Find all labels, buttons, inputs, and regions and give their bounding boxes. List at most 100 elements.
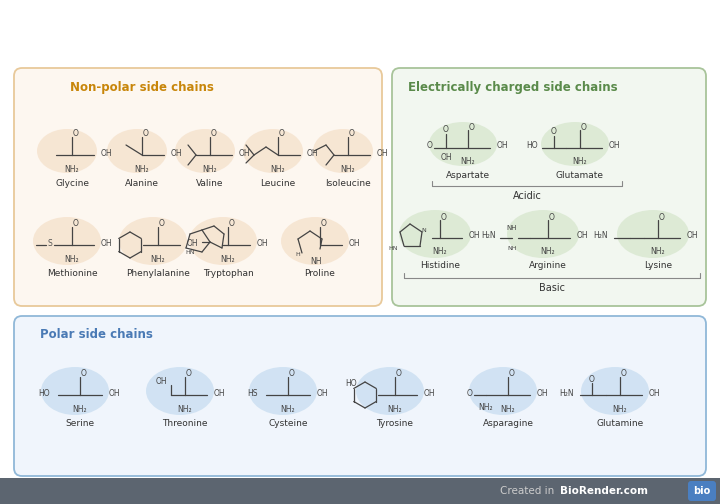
Ellipse shape [37,129,97,173]
Text: HS: HS [248,389,258,398]
Text: OH: OH [317,389,328,398]
Text: NH₂: NH₂ [150,255,166,264]
Ellipse shape [243,129,303,173]
Text: H₂N: H₂N [482,231,496,240]
Text: NH₂: NH₂ [572,157,588,166]
Text: NH₂: NH₂ [135,164,149,173]
Text: Created in: Created in [500,486,557,496]
Text: O: O [443,125,449,135]
Text: O: O [73,220,79,228]
Text: O: O [289,369,295,379]
Text: HO: HO [346,380,357,389]
Text: Cysteine: Cysteine [269,418,307,427]
Text: O: O [427,142,433,151]
Ellipse shape [41,367,109,415]
Text: NH₂: NH₂ [651,247,665,257]
Text: O: O [621,369,627,379]
Ellipse shape [399,210,471,258]
Text: Glutamine: Glutamine [596,418,644,427]
Text: Threonine: Threonine [162,418,208,427]
Text: OH: OH [214,389,225,398]
Text: OH: OH [156,376,167,386]
Ellipse shape [189,217,257,265]
Ellipse shape [146,367,214,415]
Text: Acidic: Acidic [513,191,541,201]
Text: bio: bio [693,486,711,496]
Text: O: O [73,130,79,139]
Text: O: O [549,213,555,221]
Text: NH₂: NH₂ [500,405,516,413]
Text: O: O [143,130,149,139]
Text: Isoleucine: Isoleucine [325,178,371,187]
Text: O: O [441,213,447,221]
Text: N: N [422,227,426,232]
Text: NH: NH [508,245,517,250]
Ellipse shape [281,217,349,265]
Ellipse shape [107,129,167,173]
Text: O: O [349,130,355,139]
Ellipse shape [429,122,497,166]
Text: NH₂: NH₂ [613,405,627,413]
Text: Proline: Proline [305,269,336,278]
Text: NH₂: NH₂ [479,403,493,411]
Text: Tyrosine: Tyrosine [377,418,413,427]
Ellipse shape [469,367,537,415]
Text: NH₂: NH₂ [221,255,235,264]
Text: BioRender.com: BioRender.com [560,486,648,496]
Text: O: O [279,130,285,139]
Ellipse shape [119,217,187,265]
Text: OH: OH [187,238,199,247]
Text: NH: NH [507,225,517,231]
Text: O: O [81,369,87,379]
Text: O: O [229,220,235,228]
Text: NH₂: NH₂ [433,247,447,257]
Text: Glutamate: Glutamate [556,171,604,180]
Text: O: O [396,369,402,379]
Text: OH: OH [609,142,621,151]
Text: Serine: Serine [66,418,94,427]
Text: OH: OH [649,389,661,398]
Text: Asparagine: Asparagine [482,418,534,427]
Text: NH₂: NH₂ [65,255,79,264]
Text: NH₂: NH₂ [281,405,295,413]
Text: O: O [469,122,475,132]
Text: HN: HN [389,245,398,250]
Text: HO: HO [526,142,538,151]
Text: HN: HN [185,249,194,255]
Text: Methionine: Methionine [47,269,97,278]
Text: H₂N: H₂N [559,389,574,398]
Text: Valine: Valine [197,178,224,187]
Ellipse shape [581,367,649,415]
Ellipse shape [356,367,424,415]
Text: O: O [186,369,192,379]
Text: OH: OH [537,389,549,398]
Text: O: O [589,374,595,384]
Ellipse shape [617,210,689,258]
Text: H₂N: H₂N [593,231,608,240]
Text: O: O [211,130,217,139]
Text: O: O [321,220,327,228]
Text: OH: OH [424,389,436,398]
Text: NH₂: NH₂ [203,164,217,173]
FancyBboxPatch shape [688,481,716,501]
Ellipse shape [33,217,101,265]
Text: NH₂: NH₂ [387,405,402,413]
Text: OH: OH [101,149,112,157]
Bar [0,478,720,504]
Text: OH: OH [257,238,269,247]
Text: O: O [581,122,587,132]
FancyBboxPatch shape [14,316,706,476]
Text: Tryptophan: Tryptophan [202,269,253,278]
Ellipse shape [507,210,579,258]
Text: O: O [509,369,515,379]
Text: O: O [159,220,165,228]
Text: Lysine: Lysine [644,262,672,271]
Text: OH: OH [101,238,112,247]
Text: OH: OH [497,142,508,151]
Text: NH₂: NH₂ [341,164,355,173]
Text: Histidine: Histidine [420,262,460,271]
Text: OH: OH [440,154,452,162]
Text: NH: NH [310,257,322,266]
Text: S: S [48,238,53,247]
Text: OH: OH [239,149,251,157]
